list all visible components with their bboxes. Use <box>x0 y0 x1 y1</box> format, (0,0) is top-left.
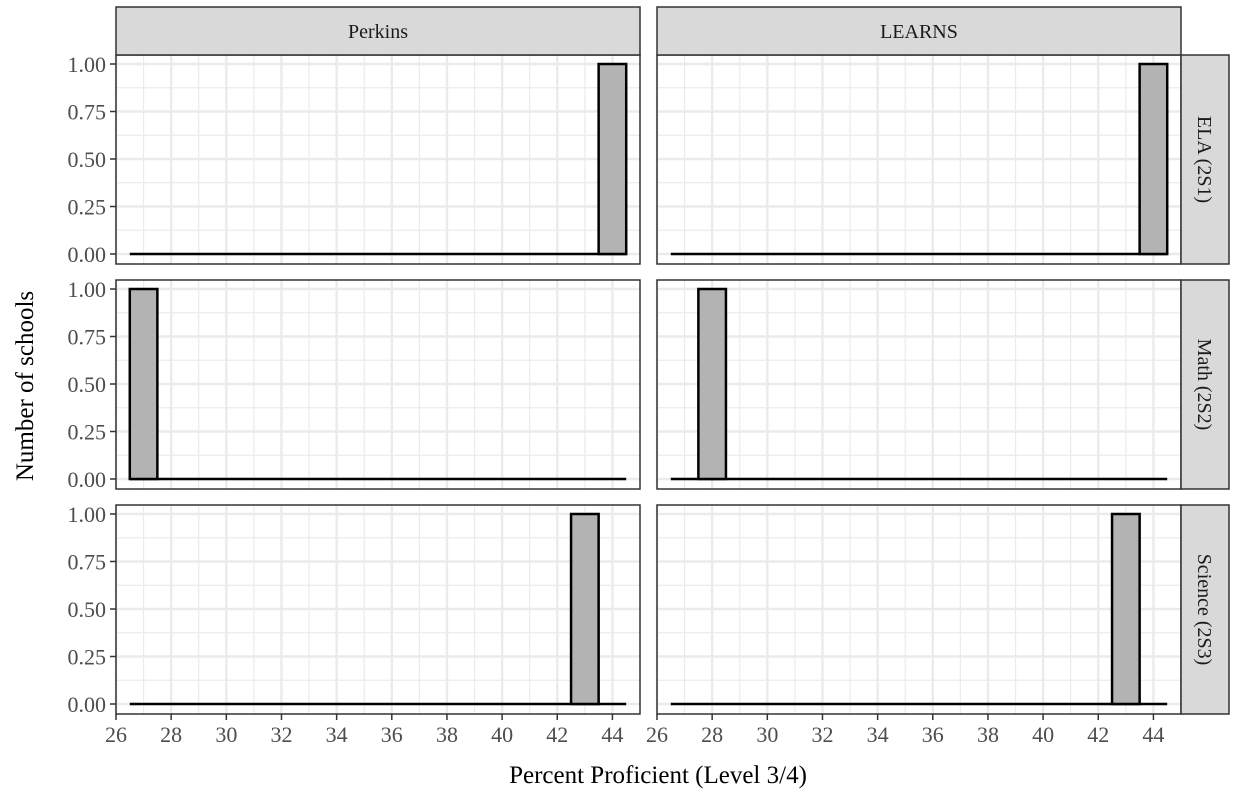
x-tick-label: 28 <box>701 722 723 747</box>
row-strip <box>1180 279 1230 490</box>
panels-layer: 0.00 0.25 0.50 0.75 1.00 0.00 0.25 0.50 0.75 1.00… <box>68 6 1230 747</box>
x-tick-label: 42 <box>546 722 568 747</box>
x-tick-label: 40 <box>1032 722 1054 747</box>
y-axis-title: Number of schools <box>12 291 39 481</box>
histogram-bar <box>1110 512 1141 706</box>
y-tick-label: 1.00 <box>68 277 107 302</box>
x-tick-label: 42 <box>1087 722 1109 747</box>
y-tick-label: 1.00 <box>68 502 107 527</box>
x-tick-label: 26 <box>105 722 127 747</box>
histogram-bar <box>128 287 159 481</box>
x-tick-label: 34 <box>867 722 889 747</box>
panel-learns-3: 26 28 30 32 34 36 38 40 42 44 <box>646 504 1182 747</box>
column-strip <box>115 6 641 56</box>
histogram-bar <box>1138 62 1169 256</box>
x-tick-label: 30 <box>215 722 237 747</box>
x-tick-label: 38 <box>977 722 999 747</box>
y-tick-label: 0.25 <box>68 420 107 445</box>
y-tick-label: 0.25 <box>68 195 107 220</box>
x-tick-label: 36 <box>922 722 944 747</box>
x-tick-label: 30 <box>756 722 778 747</box>
row-strip-label: Science (2S3) <box>1193 554 1215 666</box>
column-strip-label: LEARNS <box>880 21 958 43</box>
x-axis-title: Percent Proficient (Level 3/4) <box>509 762 807 789</box>
y-tick-label: 0.25 <box>68 645 107 670</box>
panel-perkins-3: 0.00 0.25 0.50 0.75 1.00 26 28 30 32 34 36 38 40 42 44 <box>68 502 641 747</box>
y-tick-label: 0.50 <box>68 597 107 622</box>
panel-learns-2 <box>655 279 1182 490</box>
y-tick-label: 0.75 <box>68 100 107 125</box>
y-tick-label: 0.75 <box>68 550 107 575</box>
y-tick-label: 0.00 <box>68 242 107 267</box>
column-strip <box>656 6 1182 56</box>
x-tick-label: 38 <box>436 722 458 747</box>
row-strip-label: ELA (2S1) <box>1193 116 1215 203</box>
x-tick-label: 40 <box>491 722 513 747</box>
x-tick-label: 32 <box>811 722 833 747</box>
histogram-bar <box>697 287 728 481</box>
y-tick-label: 0.50 <box>68 147 107 172</box>
row-strip <box>1180 504 1230 715</box>
row-strip-label: Math (2S2) <box>1193 339 1215 431</box>
row-strip <box>1180 54 1230 265</box>
y-tick-label: 0.00 <box>68 692 107 717</box>
panel-perkins-1: 0.00 0.25 0.50 0.75 1.00 <box>68 52 641 267</box>
x-tick-label: 36 <box>381 722 403 747</box>
y-tick-label: 0.00 <box>68 467 107 492</box>
x-tick-label: 26 <box>646 722 668 747</box>
x-tick-label: 32 <box>270 722 292 747</box>
x-tick-label: 44 <box>1142 722 1164 747</box>
histogram-bar <box>597 62 628 256</box>
column-strip-label: Perkins <box>348 21 408 43</box>
histogram-bar <box>569 512 600 706</box>
y-tick-label: 0.75 <box>68 325 107 350</box>
x-tick-label: 44 <box>601 722 623 747</box>
panel-perkins-2: 0.00 0.25 0.50 0.75 1.00 <box>68 277 641 492</box>
y-tick-label: 1.00 <box>68 52 107 77</box>
y-tick-label: 0.50 <box>68 372 107 397</box>
x-tick-label: 28 <box>160 722 182 747</box>
x-tick-label: 34 <box>326 722 348 747</box>
